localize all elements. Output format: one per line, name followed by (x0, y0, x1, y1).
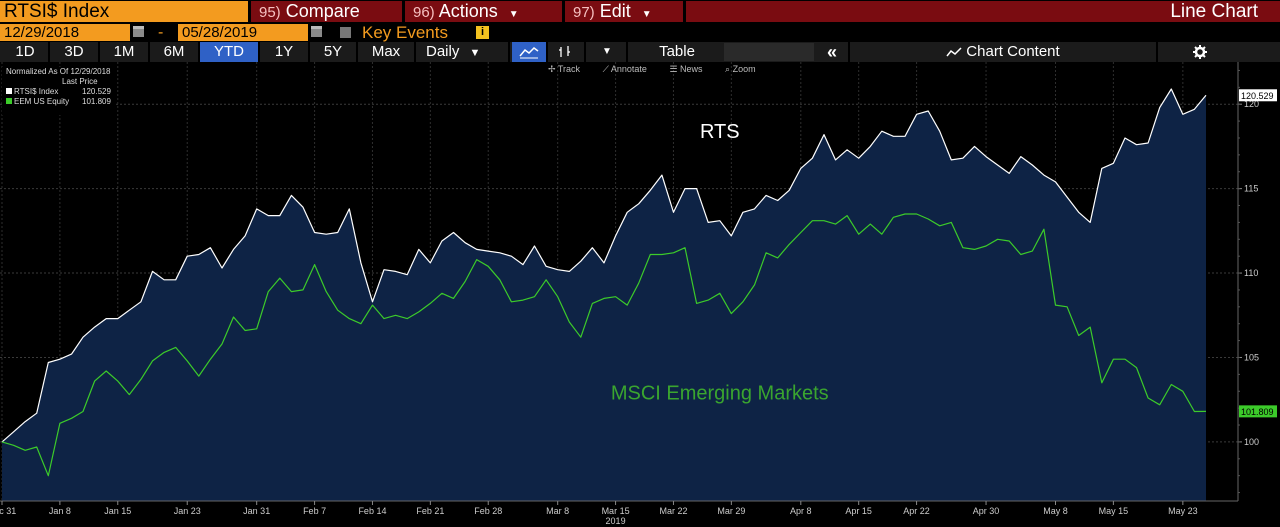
x-tick-label: May 8 (1043, 506, 1068, 516)
ticker-field[interactable]: RTSI$ Index (0, 1, 248, 22)
view-title: Line Chart (1170, 1, 1258, 22)
chart-toolbar: 1D 3D 1M 6M YTD 1Y 5Y Max Daily ▼ ▼ Tabl… (0, 42, 1280, 62)
collapse-icon[interactable]: « (826, 42, 837, 62)
x-tick-label: Jan 23 (174, 506, 201, 516)
y-tick-label: 105 (1244, 352, 1259, 362)
date-range-row: 12/29/2018 - 05/28/2019 Key Events i (0, 23, 1280, 42)
chart-subtools: ✢ Track ⟋ Annotate ☰ News ⌕ Zoom (548, 64, 776, 76)
calendar-icon[interactable] (311, 26, 322, 37)
actions-label: Actions (438, 1, 498, 21)
chart-content-icon (946, 47, 962, 57)
y-tick-label: 110 (1244, 268, 1258, 278)
legend-normalized: Normalized As Of 12/29/2018 (6, 67, 111, 76)
actions-number: 96) (413, 4, 435, 21)
legend-item-eem[interactable]: EEM US Equity 101.809 (2, 97, 114, 107)
x-tick-label: Mar 22 (659, 506, 687, 516)
period-6m-button[interactable]: 6M (163, 43, 185, 60)
legend-swatch (6, 98, 12, 104)
x-year-label: 2019 (606, 516, 626, 526)
legend-last-price-header: Last Price (62, 77, 98, 86)
date-separator: - (158, 24, 164, 41)
x-tick-label: Feb 21 (416, 506, 444, 516)
period-3d-button[interactable]: 3D (64, 43, 84, 60)
x-tick-label: Apr 30 (973, 506, 1000, 516)
eem-last-price-tag (1239, 405, 1277, 418)
x-tick-label: Apr 15 (845, 506, 872, 516)
x-tick-label: Mar 8 (546, 506, 569, 516)
line-chart-icon[interactable] (512, 42, 546, 62)
legend-series-name: RTSI$ Index (14, 87, 59, 96)
key-events-label[interactable]: Key Events (362, 23, 448, 42)
edit-number: 97) (573, 4, 595, 21)
x-tick-label: Jan 8 (49, 506, 71, 516)
x-tick-label: Dec 31 (0, 506, 16, 516)
period-5y-button[interactable]: 5Y (323, 43, 343, 60)
period-1d-button[interactable]: 1D (15, 43, 35, 60)
zoom-tool[interactable]: ⌕ Zoom (725, 64, 756, 74)
last-price-label: 101.809 (1241, 407, 1274, 417)
toolbar-blank-field (724, 43, 814, 61)
x-tick-label: Jan 15 (104, 506, 131, 516)
period-1y-button[interactable]: 1Y (274, 43, 294, 60)
end-date-field[interactable]: 05/28/2019 (178, 24, 308, 41)
y-tick-label: 120 (1244, 99, 1259, 109)
x-tick-label: Feb 7 (303, 506, 326, 516)
period-max-button[interactable]: Max (371, 43, 401, 60)
x-tick-label: May 15 (1099, 506, 1129, 516)
start-date-field[interactable]: 12/29/2018 (0, 24, 130, 41)
frequency-dropdown[interactable]: Daily ▼ (418, 42, 504, 62)
rts-annotation: RTS (700, 121, 740, 143)
x-tick-label: Jan 31 (243, 506, 270, 516)
legend-item-rts[interactable]: RTSI$ Index 120.529 (2, 87, 114, 97)
rts-last-price-tag (1239, 89, 1277, 102)
y-tick-label: 100 (1244, 437, 1259, 447)
chart-legend: Normalized As Of 12/29/2018 Last Price R… (2, 67, 114, 115)
view-title-bar: Line Chart (686, 1, 1280, 22)
chevron-down-icon: ▼ (469, 47, 481, 59)
period-1m-button[interactable]: 1M (113, 43, 135, 60)
compare-menu-button[interactable]: 95) Compare (251, 1, 402, 22)
frequency-label: Daily (426, 43, 460, 60)
legend-series-value: 120.529 (82, 87, 111, 96)
compare-number: 95) (259, 4, 281, 21)
chart-content-label: Chart Content (966, 43, 1060, 60)
x-tick-label: Feb 14 (358, 506, 386, 516)
last-price-label: 120.529 (1241, 91, 1274, 101)
top-bar: RTSI$ Index 95) Compare 96) Actions ▼ 97… (0, 0, 1280, 23)
legend-series-value: 101.809 (82, 97, 111, 106)
key-events-checkbox[interactable] (340, 27, 351, 38)
legend-series-name: EEM US Equity (14, 97, 70, 106)
info-icon[interactable]: i (476, 26, 489, 39)
x-tick-label: May 23 (1168, 506, 1198, 516)
edit-label: Edit (599, 1, 631, 21)
x-tick-label: Feb 28 (474, 506, 502, 516)
track-tool[interactable]: ✢ Track (548, 64, 581, 74)
rts-series-line[interactable] (1, 88, 1207, 443)
annotate-tool[interactable]: ⟋ Annotate (602, 64, 647, 74)
eem-series-line[interactable] (1, 213, 1207, 477)
chart-type-dropdown[interactable]: ▼ (602, 46, 612, 57)
x-tick-label: Mar 29 (717, 506, 745, 516)
bar-chart-icon[interactable] (548, 42, 582, 62)
actions-menu-button[interactable]: 96) Actions ▼ (405, 1, 562, 22)
x-tick-label: Apr 22 (903, 506, 930, 516)
y-tick-label: 115 (1244, 184, 1258, 194)
table-button[interactable]: Table (659, 43, 695, 60)
chart-content-button[interactable]: Chart Content (850, 42, 1156, 62)
compare-label: Compare (285, 1, 360, 21)
x-tick-label: Mar 15 (602, 506, 630, 516)
legend-swatch (6, 88, 12, 94)
period-ytd-button[interactable]: YTD (200, 42, 258, 62)
msci-annotation: MSCI Emerging Markets (611, 383, 829, 405)
news-tool[interactable]: ☰ News (669, 64, 703, 74)
chevron-down-icon: ▼ (641, 9, 652, 20)
gear-icon[interactable] (1158, 42, 1242, 62)
chevron-down-icon: ▼ (508, 9, 519, 20)
rts-area-fill (2, 89, 1206, 501)
edit-menu-button[interactable]: 97) Edit ▼ (565, 1, 683, 22)
x-tick-label: Apr 8 (790, 506, 812, 516)
calendar-icon[interactable] (133, 26, 144, 37)
